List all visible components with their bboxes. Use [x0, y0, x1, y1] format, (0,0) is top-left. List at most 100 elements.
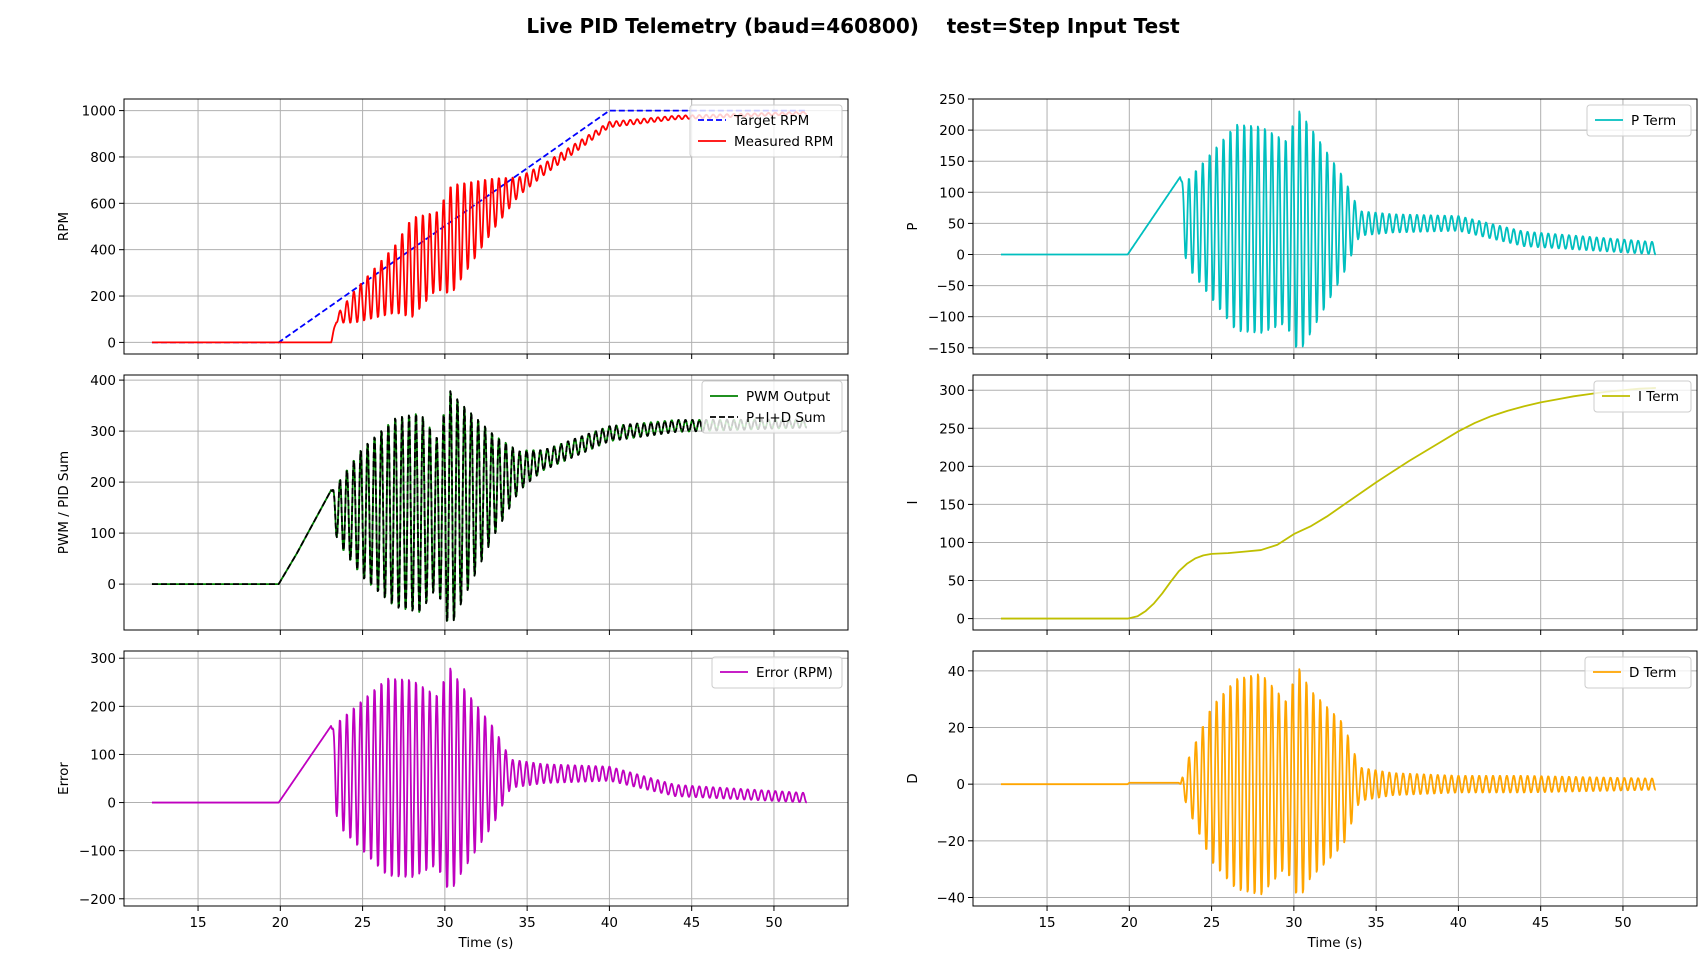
y-tick-label: 100	[939, 535, 965, 551]
axes-frame	[123, 650, 849, 907]
legend-entry: Target RPM	[733, 113, 809, 129]
x-axis-label: Time (s)	[458, 935, 514, 951]
y-axis-label: Error	[56, 762, 72, 795]
subplot-error: 15 20 25 30 35 40 45 50 −200 −100 0 100 200 300 Time (…	[56, 650, 849, 951]
y-tick-label: 200	[90, 289, 116, 305]
axes-frame	[123, 374, 849, 631]
y-tick-label: 150	[939, 154, 965, 170]
y-tick-label: 200	[939, 123, 965, 139]
legend-box	[689, 104, 843, 158]
legend-entry: P+I+D Sum	[746, 410, 826, 426]
x-tick-label: 25	[1203, 915, 1220, 931]
series-line-i-term	[1000, 387, 1656, 620]
x-tick-label: 50	[1614, 915, 1631, 931]
y-axis-label: I	[905, 501, 921, 505]
y-tick-label: 40	[948, 664, 965, 680]
x-tick-label: 45	[1532, 915, 1549, 931]
series-line-error-rpm	[151, 667, 808, 888]
y-tick-label: 400	[90, 243, 116, 259]
y-tick-label: 150	[939, 497, 965, 513]
y-tick-label: −200	[79, 892, 116, 908]
x-tick-label: 30	[1285, 915, 1302, 931]
series-line-p-i-d-sum	[151, 390, 808, 622]
legend: P Term	[1586, 104, 1692, 137]
series-line-p-term	[1000, 110, 1657, 348]
x-tick-label: 45	[683, 915, 700, 931]
axes-frame	[972, 98, 1698, 355]
y-tick-label: 0	[956, 777, 965, 793]
y-tick-label: 0	[956, 247, 965, 263]
legend-box	[701, 380, 843, 434]
y-axis-label: P	[905, 222, 921, 230]
y-tick-label: 0	[107, 577, 116, 593]
legend-entry: PWM Output	[746, 389, 830, 405]
y-tick-label: 200	[939, 459, 965, 475]
y-tick-label: 100	[939, 185, 965, 201]
y-axis-label: D	[905, 773, 921, 783]
series-line-d-term	[1000, 668, 1657, 896]
y-tick-label: 600	[90, 196, 116, 212]
y-tick-label: 300	[90, 651, 116, 667]
x-axis-label: Time (s)	[1307, 935, 1363, 951]
x-tick-label: 20	[272, 915, 289, 931]
x-tick-label: 15	[1038, 915, 1055, 931]
legend-entry: I Term	[1638, 389, 1679, 405]
x-tick-label: 40	[1450, 915, 1467, 931]
x-tick-label: 35	[519, 915, 536, 931]
y-tick-label: 0	[107, 796, 116, 812]
x-tick-label: 30	[436, 915, 453, 931]
subplot-d-term: 15 20 25 30 35 40 45 50 −40 −20 0 20 40 Time (s) D D Te…	[905, 650, 1698, 951]
x-tick-label: 40	[601, 915, 618, 931]
legend-box	[1593, 380, 1692, 413]
y-tick-label: −100	[928, 310, 965, 326]
subplot-pwm: 0 100 200 300 400 PWM / PID Sum PWM Output P+I+…	[56, 373, 849, 635]
y-tick-label: 50	[948, 216, 965, 232]
legend: PWM Output P+I+D Sum	[701, 380, 843, 434]
legend: D Term	[1584, 656, 1692, 689]
legend-box	[1584, 656, 1692, 689]
x-tick-label: 15	[189, 915, 206, 931]
y-tick-label: −40	[937, 891, 966, 907]
legend-entry: Measured RPM	[734, 134, 833, 150]
x-tick-label: 35	[1368, 915, 1385, 931]
y-tick-label: −100	[79, 844, 116, 860]
y-axis-label: PWM / PID Sum	[56, 451, 72, 554]
axes-frame	[123, 98, 849, 355]
y-tick-label: 1000	[82, 104, 116, 120]
y-tick-label: 50	[948, 574, 965, 590]
y-tick-label: 250	[939, 92, 965, 108]
y-tick-label: 100	[90, 526, 116, 542]
y-tick-label: 200	[90, 475, 116, 491]
figure-title: Live PID Telemetry (baud=460800) test=St…	[526, 14, 1180, 38]
y-tick-label: 0	[956, 612, 965, 628]
y-tick-label: −150	[928, 341, 965, 357]
y-tick-label: 250	[939, 421, 965, 437]
y-tick-label: −20	[937, 834, 966, 850]
y-tick-label: 200	[90, 699, 116, 715]
subplot-i-term: 0 50 100 150 200 250 300 I I Term	[905, 374, 1698, 635]
legend-box	[1586, 104, 1692, 137]
legend: I Term	[1593, 380, 1692, 413]
y-tick-label: 100	[90, 747, 116, 763]
axes-frame	[972, 650, 1698, 907]
y-tick-label: 300	[939, 383, 965, 399]
legend: Error (RPM)	[711, 656, 843, 689]
y-axis-label: RPM	[56, 212, 72, 241]
subplot-rpm: 0 200 400 600 800 1000 RPM Target RPM Measured R…	[56, 98, 849, 359]
legend-box	[711, 656, 843, 689]
y-tick-label: 20	[948, 721, 965, 737]
legend: Target RPM Measured RPM	[689, 104, 843, 158]
legend-entry: P Term	[1631, 113, 1676, 129]
legend-entry: D Term	[1629, 665, 1676, 681]
y-tick-label: 800	[90, 150, 116, 166]
y-tick-label: −50	[937, 279, 966, 295]
x-tick-label: 50	[765, 915, 782, 931]
y-tick-label: 0	[107, 335, 116, 351]
subplot-p-term: −150 −100 −50 0 50 100 150 200 250 P P Term	[905, 92, 1698, 359]
axes-frame	[972, 374, 1698, 631]
legend-entry: Error (RPM)	[756, 665, 833, 681]
x-tick-label: 25	[354, 915, 371, 931]
y-tick-label: 400	[90, 373, 116, 389]
